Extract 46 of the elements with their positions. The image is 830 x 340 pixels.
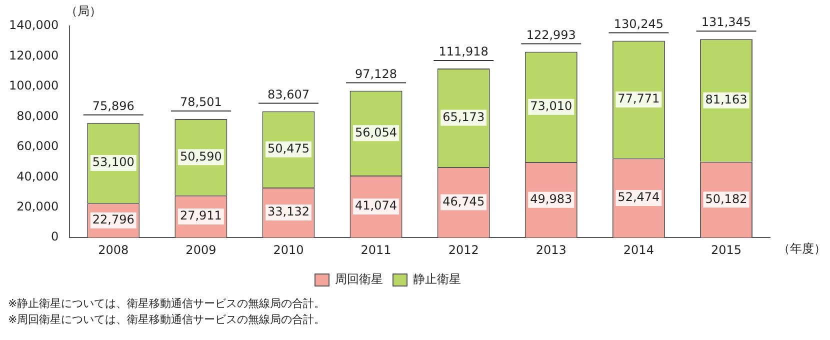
x-tick-label: 2014	[623, 242, 654, 257]
x-tick-label: 2010	[273, 242, 304, 257]
total-label: 97,128	[355, 66, 398, 81]
total-label: 111,918	[438, 44, 488, 59]
x-tick-label: 2012	[448, 242, 479, 257]
x-axis-title: （年度）	[778, 242, 826, 256]
x-tick-label: 2009	[186, 242, 216, 257]
data-label: 53,100	[92, 155, 134, 170]
data-label: 73,010	[530, 99, 572, 114]
text: ※静止衛星については、衛星移動通信サービスの無線局の合計。	[8, 296, 326, 312]
data-label: 27,911	[180, 208, 222, 223]
data-label: 77,771	[618, 92, 660, 106]
total-label: 78,501	[180, 95, 222, 110]
x-tick-label: 2013	[536, 242, 566, 257]
total-label: 75,896	[92, 99, 134, 114]
y-tick-label: 0	[50, 230, 59, 244]
y-axis-title: （局）	[66, 4, 102, 18]
data-label: 65,173	[442, 110, 485, 124]
data-label: 56,054	[355, 125, 398, 140]
y-tick-label: 100,000	[9, 78, 59, 93]
y-tick-label: 60,000	[16, 139, 59, 154]
y-tick-label: 20,000	[16, 199, 59, 214]
y-tick-label: 120,000	[9, 48, 59, 62]
data-label: 46,745	[442, 194, 485, 208]
data-label: 22,796	[92, 212, 134, 226]
data-label: 50,590	[180, 149, 222, 164]
y-tick-label: 140,000	[9, 18, 59, 32]
data-label: 52,474	[618, 190, 660, 204]
data-label: 41,074	[355, 198, 398, 213]
legend-label: 周回衛星	[335, 272, 383, 286]
x-tick-label: 2015	[710, 242, 742, 257]
legend-label: 静止衛星	[413, 272, 461, 286]
data-label: 49,983	[530, 192, 572, 206]
x-tick-label: 2011	[360, 242, 392, 257]
total-label: 83,607	[267, 87, 310, 102]
data-label: 50,182	[705, 192, 748, 206]
total-label: 122,993	[526, 28, 576, 42]
text: ※周回衛星については、衛星移動通信サービスの無線局の合計。	[8, 312, 326, 328]
y-tick-label: 40,000	[16, 169, 59, 184]
data-label: 50,475	[267, 142, 310, 156]
total-label: 130,245	[614, 16, 664, 31]
data-label: 33,132	[267, 204, 310, 219]
x-tick-label: 2008	[98, 242, 129, 257]
data-label: 81,163	[705, 92, 748, 107]
total-label: 131,345	[701, 15, 752, 30]
y-tick-label: 80,000	[16, 108, 59, 123]
